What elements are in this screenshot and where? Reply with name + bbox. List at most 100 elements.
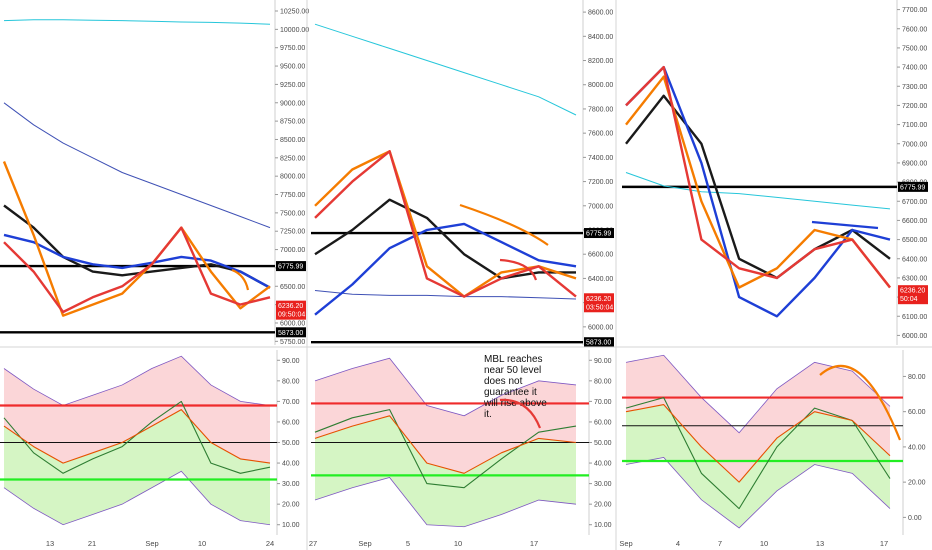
middle-oscillator-panel: 90.00 80.00 70.00 60.00 50.00 40.00 30.00 20.00… (309, 350, 612, 548)
y-tick-label: 80.00 (282, 378, 300, 385)
left-oscillator-panel: 90.00 80.00 70.00 60.00 50.00 40.00 30.00 20.00… (0, 350, 300, 548)
y-tick-label: 7500.00 (902, 45, 927, 52)
y-tick-label: 7300.00 (902, 84, 927, 91)
band-bottom-line (3, 470, 271, 526)
upper-band (315, 358, 576, 474)
band-bottom-line (314, 476, 577, 528)
trend-arrow (499, 398, 542, 429)
y-tick-label: 7400.00 (902, 65, 927, 72)
annotation-line: guarantee it (484, 387, 537, 398)
y-tick-label: 40.00 (908, 444, 926, 451)
x-tick-label: 24 (266, 539, 274, 548)
y-tick-label: 6000.00 (280, 320, 305, 327)
upper-band (4, 356, 270, 464)
y-tick-label: 6300.00 (902, 275, 927, 282)
y-tick-label: 8500.00 (280, 137, 305, 144)
y-tick-label: 10000.00 (280, 27, 309, 34)
annotation-line: it. (484, 409, 492, 420)
trend-arrow (499, 258, 538, 281)
y-tick-label: 30.00 (594, 481, 612, 488)
y-tick-label: 7200.00 (588, 179, 613, 186)
x-tick-label: 27 (309, 539, 317, 548)
y-tick-label: 6700.00 (902, 199, 927, 206)
x-tick-label: 17 (530, 539, 538, 548)
series-line (2, 161, 271, 317)
y-tick-label: 60.00 (594, 419, 612, 426)
y-tick-label: 6000.00 (588, 324, 613, 331)
y-tick-label: 20.00 (908, 480, 926, 487)
series-line (3, 233, 271, 289)
y-tick-label: 9750.00 (280, 45, 305, 52)
y-tick-label: 6600.00 (902, 218, 927, 225)
price-tag-time: 50:04 (900, 296, 918, 303)
series-line (3, 102, 271, 229)
trend-arrow (231, 268, 250, 291)
y-tick-label: 80.00 (594, 378, 612, 385)
band-bottom-line (625, 457, 891, 529)
x-tick-label: 21 (88, 539, 96, 548)
y-tick-label: 30.00 (282, 481, 300, 488)
series-line (314, 290, 577, 300)
annotation-line: near 50 level (484, 365, 541, 376)
y-tick-label: 20.00 (282, 502, 300, 509)
annotation-line: does not (484, 376, 523, 387)
y-tick-label: 6000.00 (902, 333, 927, 340)
y-tick-label: 50.00 (594, 440, 612, 447)
y-tick-label: 7800.00 (588, 106, 613, 113)
series-line (3, 19, 271, 25)
trend-arrow (819, 364, 902, 441)
level-tag (276, 261, 306, 272)
x-tick-label: 13 (46, 539, 54, 548)
y-tick-label: 50.00 (282, 440, 300, 447)
y-tick-label: 9250.00 (280, 82, 305, 89)
annotation-line: MBL reaches (484, 354, 543, 365)
mbl-annotation: MBL reaches near 50 level does not guarante… (483, 354, 547, 420)
trend-arrow (811, 220, 879, 230)
lower-band (315, 415, 576, 527)
left-price-panel: 10250.00 10000.00 9750.00 9500.00 9250.00 900… (0, 0, 309, 346)
y-tick-label: 6500.00 (902, 237, 927, 244)
x-tick-label: 5 (406, 539, 410, 548)
price-tag (898, 285, 928, 305)
price-tag (584, 293, 614, 313)
y-tick-label: 90.00 (594, 358, 612, 365)
x-tick-label: Sep (145, 539, 158, 548)
series-line (314, 23, 577, 116)
price-tag (276, 300, 306, 320)
y-tick-label: 70.00 (594, 399, 612, 406)
y-tick-label: 10250.00 (280, 9, 309, 16)
y-tick-label: 7200.00 (902, 103, 927, 110)
series-line (625, 397, 891, 510)
level-tag (898, 181, 928, 192)
y-tick-label: 0.00 (908, 515, 922, 522)
price-tag-time: 03:50:04 (586, 304, 613, 311)
y-tick-label: 7500.00 (280, 210, 305, 217)
y-tick-label: 7000.00 (280, 247, 305, 254)
lower-band (4, 409, 270, 525)
y-tick-label: 7000.00 (902, 141, 927, 148)
middle-price-panel: 8600.00 8400.00 8200.00 8000.00 7800.00 7600.… (311, 0, 614, 348)
y-tick-label: 60.00 (908, 409, 926, 416)
right-oscillator-panel: 80.00 60.00 40.00 20.00 0.00 Sep 4 7 10 13 17 (619, 350, 926, 548)
level-tag-label: 5873.00 (586, 340, 611, 347)
level-tag-label: 6775.99 (586, 231, 611, 238)
series-line (314, 415, 577, 474)
y-tick-label: 40.00 (282, 461, 300, 468)
y-tick-label: 80.00 (908, 374, 926, 381)
price-tag-label: 6236.20 (900, 288, 925, 295)
y-tick-label: 6600.00 (588, 252, 613, 259)
y-tick-label: 8750.00 (280, 119, 305, 126)
y-tick-label: 8400.00 (588, 34, 613, 41)
x-tick-label: 10 (198, 539, 206, 548)
y-tick-label: 6400.00 (588, 276, 613, 283)
series-line (314, 409, 577, 489)
y-tick-label: 7750.00 (280, 192, 305, 199)
y-tick-label: 8250.00 (280, 155, 305, 162)
y-tick-label: 40.00 (594, 461, 612, 468)
price-tag-label: 6236.20 (586, 296, 611, 303)
x-tick-label: 17 (880, 539, 888, 548)
level-tag-label: 5873.00 (278, 330, 303, 337)
y-tick-label: 6900.00 (902, 160, 927, 167)
x-tick-label: Sep (358, 539, 371, 548)
